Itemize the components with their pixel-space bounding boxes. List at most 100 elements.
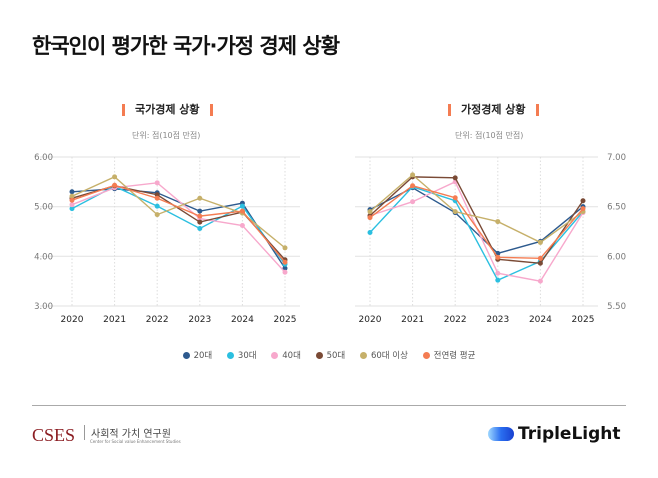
data-point: [154, 203, 160, 209]
data-point: [154, 212, 160, 218]
legend-label: 전연령 평균: [433, 351, 476, 361]
series-line-40대: [369, 180, 584, 282]
legend-label: 20대: [193, 351, 213, 361]
data-point: [537, 239, 543, 245]
data-point: [154, 180, 160, 186]
data-point: [69, 206, 75, 212]
data-point: [282, 269, 288, 275]
data-point: [112, 174, 118, 180]
data-point: [154, 192, 160, 198]
data-point: [452, 175, 458, 181]
series-line-40대: [71, 182, 286, 273]
data-point: [69, 202, 75, 208]
y-tick-label: 6.50: [607, 203, 626, 213]
data-point: [197, 213, 203, 219]
data-point: [69, 189, 75, 195]
y-tick-label: 7.00: [607, 153, 626, 163]
legend-label: 40대: [282, 351, 301, 361]
y-tick-label: 3.00: [34, 302, 53, 312]
unit-label: 단위: 점(10점 만점): [455, 131, 524, 140]
cses-name: 사회적 가치 연구원: [84, 425, 171, 440]
data-point: [239, 203, 245, 209]
data-point: [69, 197, 75, 203]
series-line-60대 이상: [369, 173, 584, 244]
data-point: [495, 254, 501, 260]
x-tick-label: 2021: [401, 315, 424, 325]
legend-label: 30대: [237, 351, 257, 361]
chart-title-household: 가정경제 상황: [438, 101, 549, 117]
x-tick-label: 2020: [61, 315, 84, 325]
data-point: [239, 223, 245, 229]
data-point: [112, 182, 118, 188]
data-point: [580, 198, 586, 204]
data-point: [282, 259, 288, 265]
data-point: [495, 219, 501, 225]
series-line-50대: [71, 185, 286, 261]
x-tick-label: 2021: [103, 315, 126, 325]
legend-item: 60대 이상: [359, 351, 408, 361]
x-tick-label: 2024: [529, 315, 552, 325]
data-point: [410, 199, 416, 205]
cses-name-en: Center for Social value Enhancement Stud…: [90, 439, 181, 444]
legend-item: 40대: [271, 351, 301, 361]
y-tick-label: 4.00: [34, 252, 53, 262]
data-point: [495, 277, 501, 283]
data-point: [410, 172, 416, 178]
data-point: [452, 195, 458, 201]
data-point: [282, 265, 288, 271]
page-title: 한국인이 평가한 국가·가정 경제 상황: [32, 34, 340, 58]
data-point: [495, 270, 501, 276]
x-tick-label: 2024: [231, 315, 254, 325]
data-point: [239, 208, 245, 214]
data-point: [197, 226, 203, 232]
data-point: [580, 206, 586, 212]
data-point: [537, 260, 543, 266]
cses-logo: CSES: [32, 425, 76, 445]
chart-title-text: 가정경제 상황: [461, 103, 526, 116]
y-tick-label: 6.00: [34, 153, 53, 163]
x-tick-label: 2022: [444, 315, 467, 325]
series-line-전연령 평균: [71, 184, 286, 263]
data-point: [197, 208, 203, 214]
legend: 20대 30대 40대 50대 60대 이상 전연령 평균: [0, 349, 658, 361]
x-tick-label: 2022: [146, 315, 169, 325]
data-point: [197, 195, 203, 201]
brand-text: TripleLight: [518, 424, 621, 444]
chart-title-text: 국가경제 상황: [135, 103, 200, 116]
legend-item: 전연령 평균: [422, 351, 476, 361]
data-point: [154, 195, 160, 201]
data-point: [69, 193, 75, 199]
legend-item: 30대: [226, 351, 257, 361]
data-point: [367, 209, 373, 215]
y-tick-label: 6.00: [607, 252, 626, 262]
triplelight-icon: [488, 427, 514, 441]
legend-item: 50대: [315, 351, 346, 361]
divider: [32, 405, 626, 406]
triplelight-logo: TripleLight: [488, 424, 621, 444]
unit-label: 단위: 점(10점 만점): [132, 131, 201, 140]
x-tick-label: 2020: [359, 315, 382, 325]
data-point: [452, 209, 458, 215]
series-line-전연령 평균: [369, 185, 584, 260]
y-tick-label: 5.00: [34, 203, 53, 213]
series-line-30대: [71, 185, 286, 265]
data-point: [367, 229, 373, 235]
data-point: [282, 245, 288, 251]
legend-label: 50대: [326, 351, 346, 361]
x-tick-label: 2025: [274, 315, 297, 325]
data-point: [367, 215, 373, 221]
data-point: [537, 278, 543, 284]
legend-label: 60대 이상: [370, 351, 408, 361]
series-line-50대: [369, 176, 584, 265]
data-point: [537, 255, 543, 261]
data-point: [410, 183, 416, 189]
x-tick-label: 2023: [486, 315, 509, 325]
legend-item: 20대: [182, 351, 213, 361]
data-point: [197, 219, 203, 225]
x-tick-label: 2023: [188, 315, 211, 325]
y-tick-label: 5.50: [607, 302, 626, 312]
x-tick-label: 2025: [572, 315, 595, 325]
chart-title-national: 국가경제 상황: [112, 101, 223, 117]
